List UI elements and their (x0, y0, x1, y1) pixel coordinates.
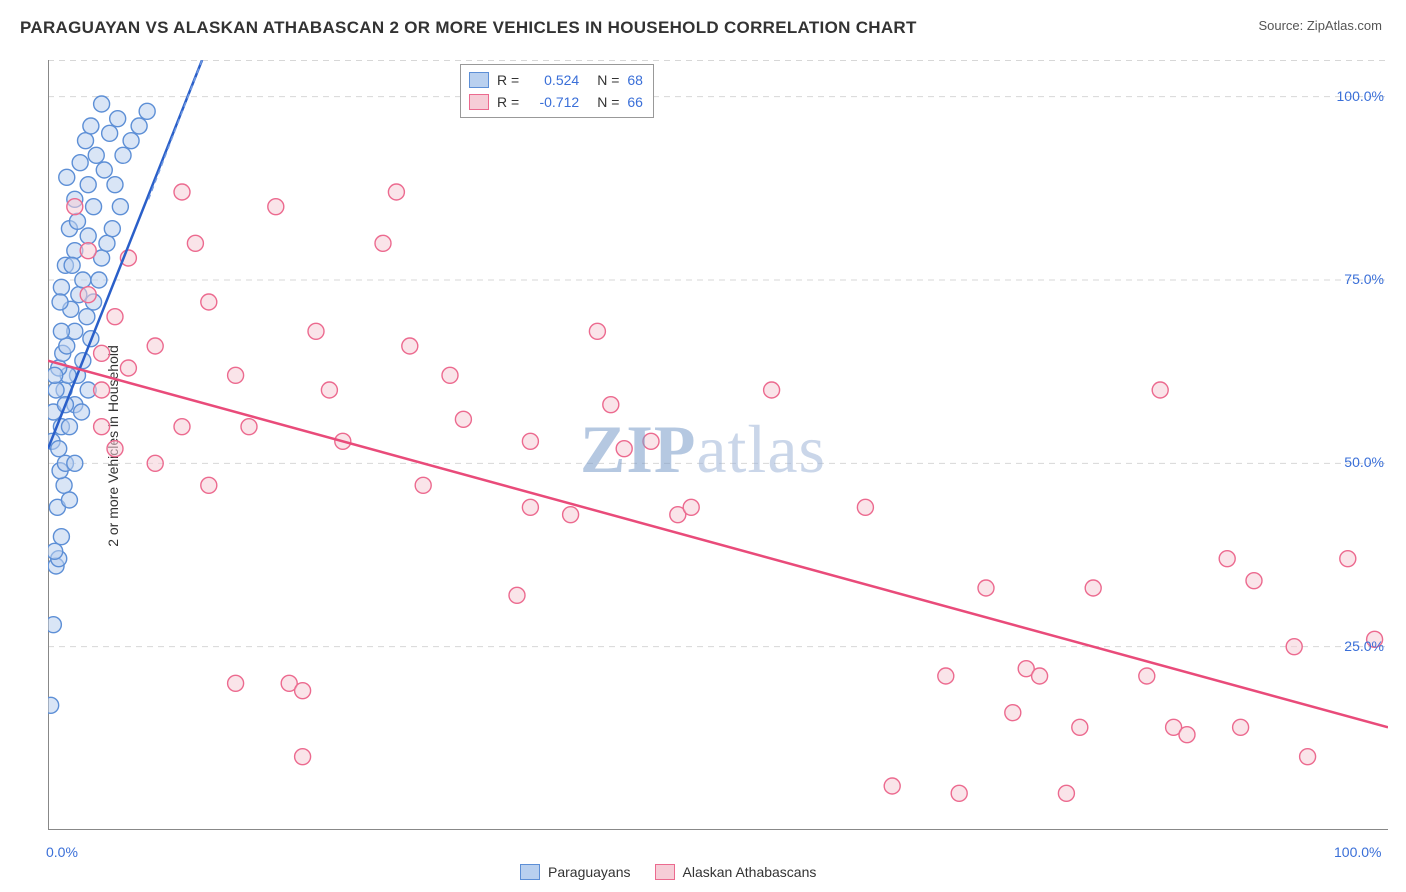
legend-n-value: 68 (627, 72, 643, 88)
legend-row: R = -0.712 N = 66 (469, 91, 643, 113)
legend-n-eq: N = (597, 72, 619, 88)
legend-bottom-item: Paraguayans (520, 864, 631, 880)
legend-bottom-item: Alaskan Athabascans (655, 864, 817, 880)
legend-n-eq: N = (597, 94, 619, 110)
legend-r-eq: R = (497, 94, 519, 110)
scatter-plot (48, 60, 1388, 830)
legend-r-value: -0.712 (527, 94, 579, 110)
legend-n-value: 66 (627, 94, 643, 110)
chart-container: PARAGUAYAN VS ALASKAN ATHABASCAN 2 OR MO… (0, 0, 1406, 892)
legend-correlation: R = 0.524 N = 68 R = -0.712 N = 66 (460, 64, 654, 118)
x-tick-label: 100.0% (1334, 844, 1381, 860)
y-tick-label: 100.0% (1337, 88, 1384, 104)
legend-swatch (520, 864, 540, 880)
legend-bottom-label: Paraguayans (548, 864, 631, 880)
legend-r-value: 0.524 (527, 72, 579, 88)
chart-source: Source: ZipAtlas.com (1258, 18, 1382, 33)
x-tick-label: 0.0% (46, 844, 78, 860)
legend-bottom-label: Alaskan Athabascans (683, 864, 817, 880)
y-tick-label: 75.0% (1344, 271, 1384, 287)
legend-r-eq: R = (497, 72, 519, 88)
legend-row: R = 0.524 N = 68 (469, 69, 643, 91)
legend-swatch (469, 72, 489, 88)
source-label: Source: (1258, 18, 1306, 33)
y-tick-label: 50.0% (1344, 454, 1384, 470)
chart-title: PARAGUAYAN VS ALASKAN ATHABASCAN 2 OR MO… (20, 18, 917, 38)
source-name: ZipAtlas.com (1307, 18, 1382, 33)
legend-swatch (469, 94, 489, 110)
legend-series: Paraguayans Alaskan Athabascans (520, 864, 816, 880)
y-tick-label: 25.0% (1344, 638, 1384, 654)
legend-swatch (655, 864, 675, 880)
